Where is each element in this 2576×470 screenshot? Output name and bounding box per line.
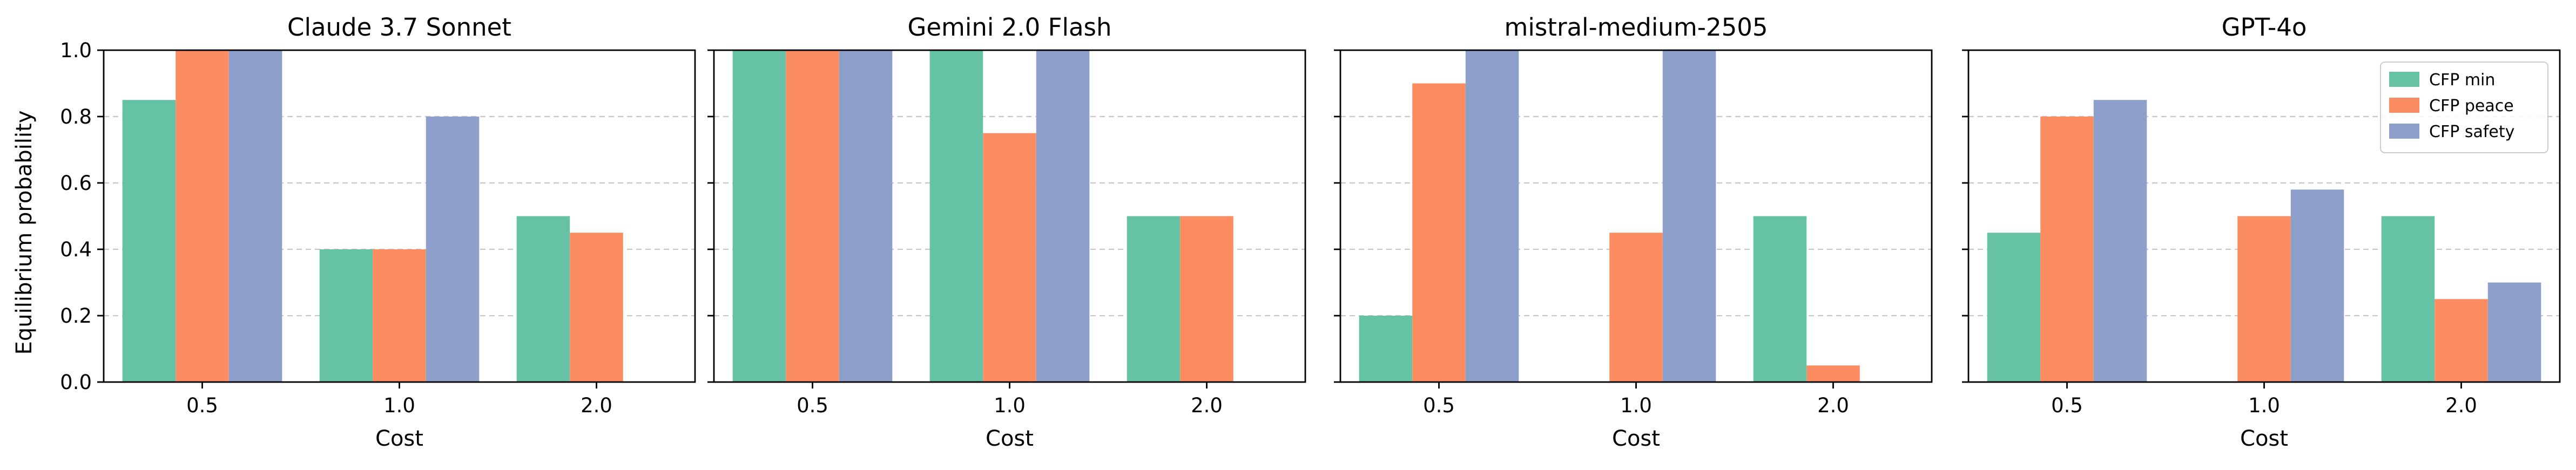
x-tick-label: 0.5 [1423, 394, 1455, 417]
y-axis-label: Equilibrium probability [12, 111, 37, 355]
bar-cfp-peace-2-0 [570, 233, 623, 382]
x-tick-label: 1.0 [383, 394, 415, 417]
bar-cfp-min-2-0 [2381, 216, 2435, 382]
bar-cfp-safety-0-5 [839, 50, 893, 382]
panel-title: Claude 3.7 Sonnet [287, 13, 511, 42]
bar-cfp-safety-2-0 [2487, 282, 2541, 382]
bar-cfp-min-0-5 [1987, 233, 2041, 382]
x-axis-label: Cost [2240, 426, 2288, 451]
bar-cfp-min-2-0 [516, 216, 570, 382]
x-tick-label: 1.0 [994, 394, 1026, 417]
x-tick-label: 1.0 [1620, 394, 1652, 417]
bar-cfp-safety-0-5 [228, 50, 282, 382]
bar-cfp-peace-0-5 [1412, 83, 1466, 382]
legend-swatch-cfp-safety [2389, 124, 2419, 139]
x-tick-label: 1.0 [2248, 394, 2280, 417]
x-tick-label: 2.0 [581, 394, 612, 417]
x-tick-label: 2.0 [1817, 394, 1849, 417]
bar-cfp-peace-1-0 [1609, 233, 1663, 382]
y-tick-label: 1.0 [60, 39, 92, 62]
x-axis-label: Cost [986, 426, 1034, 451]
y-tick-label: 0.0 [60, 371, 92, 394]
legend-box [2380, 62, 2548, 153]
panel-claude-3-7-sonnet: 0.0 0.2 0.4 0.6 0.8 1.0 0.5 1.0 2.0 Cost Claude 3.… [60, 13, 696, 451]
x-axis-label: Cost [375, 426, 423, 451]
bar-cfp-min-0-5 [1359, 316, 1413, 382]
panel-gemini-2-0-flash: 0.5 1.0 2.0 Cost Gemini 2.0 Flash [707, 13, 1306, 451]
bar-cfp-peace-2-0 [1806, 365, 1860, 382]
panel-title: GPT-4o [2222, 13, 2307, 42]
bar-cfp-min-0-5 [122, 100, 176, 382]
y-tick-label: 0.4 [60, 238, 92, 261]
bar-cfp-peace-1-0 [2237, 216, 2291, 382]
bar-cfp-peace-0-5 [176, 50, 229, 382]
bar-cfp-safety-0-5 [2093, 100, 2147, 382]
bar-cfp-min-1-0 [929, 50, 983, 382]
x-tick-label: 2.0 [2445, 394, 2477, 417]
legend-label-cfp-min: CFP min [2429, 71, 2495, 90]
bar-cfp-min-2-0 [1753, 216, 1807, 382]
x-tick-label: 0.5 [2051, 394, 2083, 417]
bar-cfp-peace-0-5 [2040, 117, 2094, 382]
bar-cfp-peace-1-0 [373, 249, 426, 382]
x-tick-label: 0.5 [186, 394, 218, 417]
y-tick-label: 0.8 [60, 105, 92, 128]
bar-cfp-peace-1-0 [983, 133, 1036, 382]
legend-swatch-cfp-peace [2389, 98, 2419, 113]
bar-cfp-peace-2-0 [2435, 299, 2488, 382]
y-tick-label: 0.2 [60, 304, 92, 328]
legend-swatch-cfp-min [2389, 72, 2419, 87]
panel-gpt-4o: 0.5 1.0 2.0 Cost GPT-4o CFP min CFP peace CFP s… [1962, 13, 2561, 451]
x-axis-label: Cost [1612, 426, 1660, 451]
bar-cfp-safety-1-0 [2290, 189, 2344, 382]
y-tick-label: 0.6 [60, 172, 92, 195]
bar-cfp-safety-1-0 [1036, 50, 1090, 382]
x-tick-label: 2.0 [1191, 394, 1223, 417]
bar-cfp-peace-2-0 [1180, 216, 1233, 382]
panel-mistral-medium-2505: 0.5 1.0 2.0 Cost mistral-medium-2505 [1334, 13, 1933, 451]
legend-label-cfp-peace: CFP peace [2429, 97, 2514, 115]
bar-cfp-safety-0-5 [1465, 50, 1519, 382]
bar-cfp-min-2-0 [1127, 216, 1181, 382]
panel-title: Gemini 2.0 Flash [907, 13, 1111, 42]
bar-cfp-min-0-5 [732, 50, 786, 382]
legend: CFP min CFP peace CFP safety [2380, 62, 2548, 153]
bar-cfp-peace-0-5 [786, 50, 839, 382]
bar-cfp-safety-1-0 [1662, 50, 1716, 382]
x-tick-label: 0.5 [797, 394, 828, 417]
legend-label-cfp-safety: CFP safety [2429, 122, 2514, 141]
bar-cfp-safety-1-0 [426, 117, 480, 382]
bar-cfp-min-1-0 [319, 249, 373, 382]
panel-title: mistral-medium-2505 [1505, 13, 1768, 42]
